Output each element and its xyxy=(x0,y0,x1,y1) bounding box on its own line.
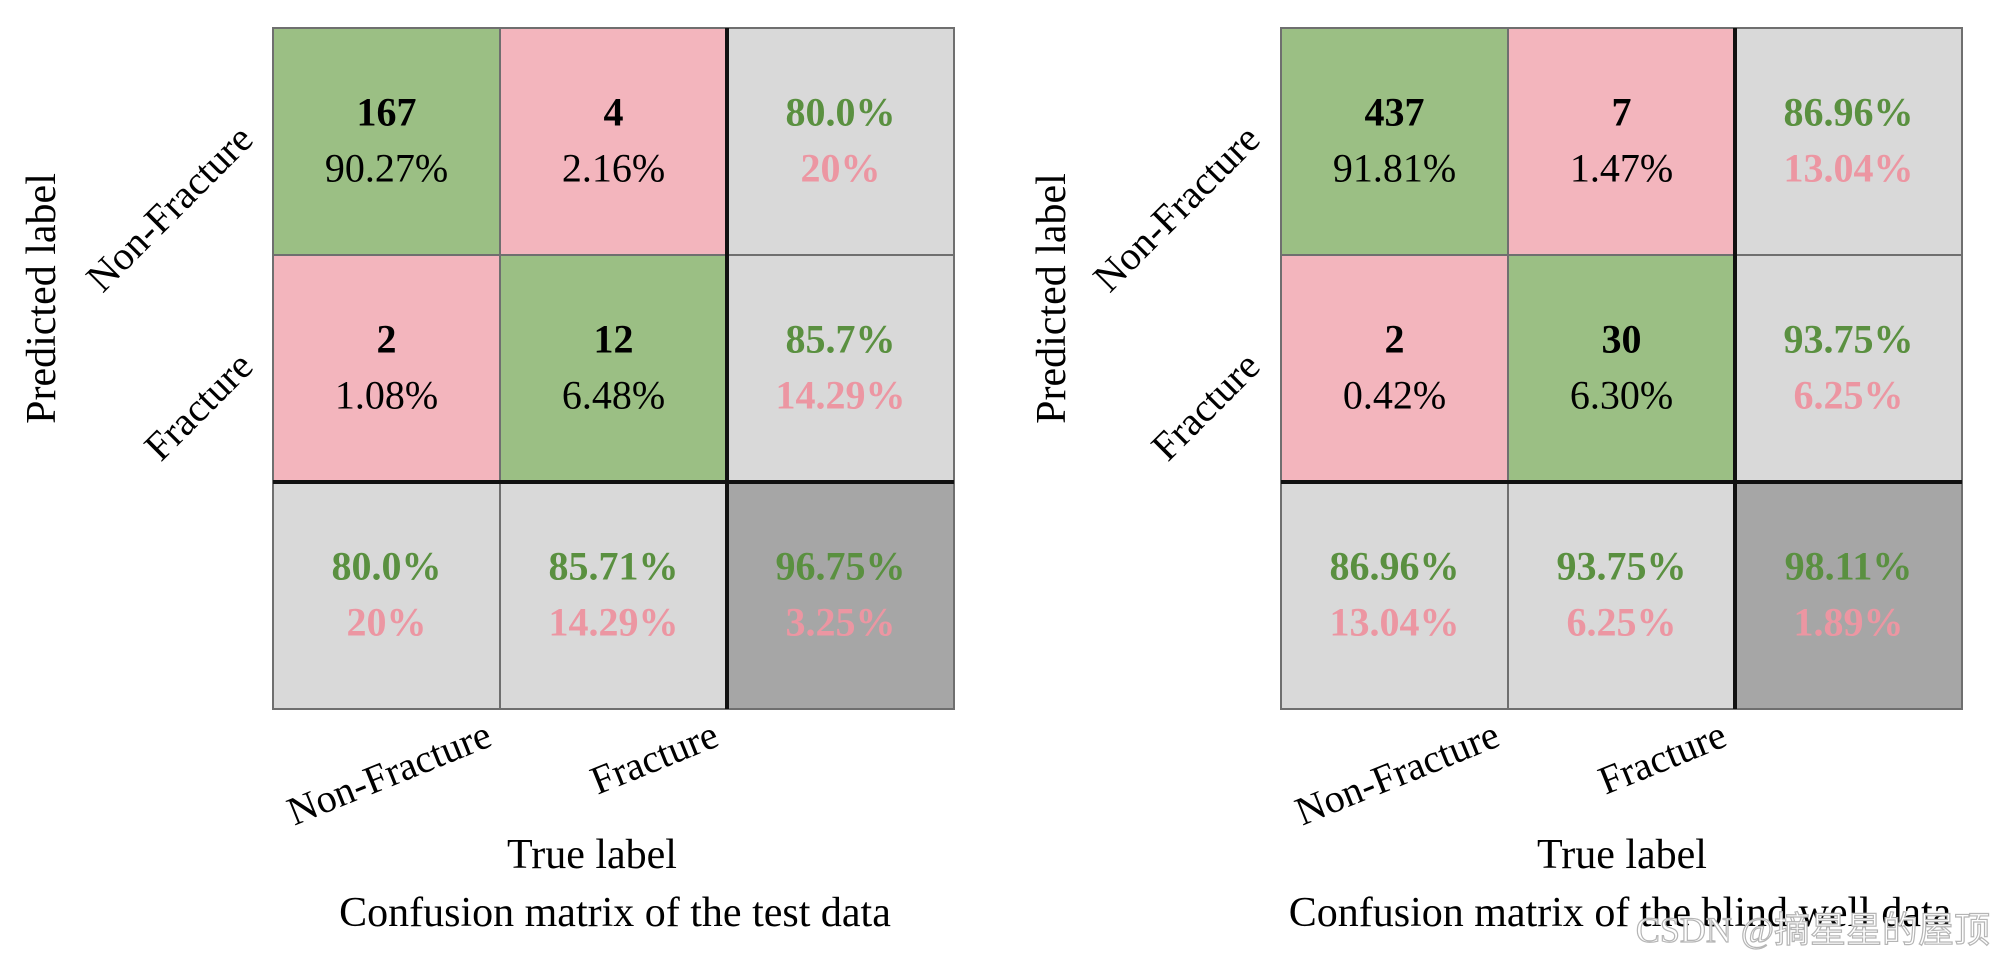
cell-count: 2 xyxy=(1385,317,1405,362)
cell-percentage: 91.81% xyxy=(1333,146,1456,191)
row-summary-error-rate: 20% xyxy=(801,146,881,191)
overall-accuracy-cell xyxy=(726,481,955,710)
column-summary-error-rate: 6.25% xyxy=(1567,600,1677,645)
watermark: CSDN @摘星星的屋顶 xyxy=(1636,910,1990,950)
column-summary-correct-rate: 80.0% xyxy=(332,544,442,589)
matrix-cell-1-2 xyxy=(1507,27,1736,256)
cell-percentage: 1.08% xyxy=(335,373,438,418)
cell-count: 30 xyxy=(1602,317,1642,362)
column-summary-error-rate: 13.04% xyxy=(1330,600,1460,645)
matrix-cell-2-2 xyxy=(1507,254,1736,483)
row-summary-cell-2 xyxy=(1734,254,1963,483)
x-tick-label: Fracture xyxy=(584,712,724,804)
y-tick-label: Non-Fracture xyxy=(1084,116,1268,300)
row-summary-correct-rate: 86.96% xyxy=(1784,90,1914,135)
cell-percentage: 1.47% xyxy=(1570,146,1673,191)
column-summary-error-rate: 14.29% xyxy=(549,600,679,645)
overall-error-rate: 3.25% xyxy=(786,600,896,645)
x-tick-label: Non-Fracture xyxy=(1289,712,1506,834)
confusion-matrix-panel-1: 167 90.27% 4 2.16% 2 1.08% 12 6.48% 80.0% 20% 85.7… xyxy=(19,27,955,936)
cell-percentage: 2.16% xyxy=(562,146,665,191)
y-axis-label: Predicted label xyxy=(19,173,65,424)
x-axis-label: True label xyxy=(507,832,677,878)
column-summary-cell-2 xyxy=(1507,481,1736,710)
overall-accuracy-cell xyxy=(1734,481,1963,710)
overall-correct-rate: 98.11% xyxy=(1785,544,1913,589)
row-summary-cell-1 xyxy=(1734,27,1963,256)
matrix-cell-2-2 xyxy=(499,254,728,483)
y-tick-label: Fracture xyxy=(135,343,261,469)
row-summary-error-rate: 6.25% xyxy=(1794,373,1904,418)
column-summary-error-rate: 20% xyxy=(347,600,427,645)
y-axis-label: Predicted label xyxy=(1029,173,1075,424)
matrix-cell-2-1 xyxy=(1280,254,1509,483)
cell-count: 437 xyxy=(1365,90,1425,135)
row-summary-cell-1 xyxy=(726,27,955,256)
row-summary-correct-rate: 93.75% xyxy=(1784,317,1914,362)
column-summary-correct-rate: 85.71% xyxy=(549,544,679,589)
matrix-cell-1-1 xyxy=(1280,27,1509,256)
column-summary-cell-2 xyxy=(499,481,728,710)
cell-percentage: 6.48% xyxy=(562,373,665,418)
cell-count: 2 xyxy=(377,317,397,362)
column-summary-correct-rate: 86.96% xyxy=(1330,544,1460,589)
row-summary-error-rate: 13.04% xyxy=(1784,146,1914,191)
confusion-matrix-panel-2: 437 91.81% 7 1.47% 2 0.42% 30 6.30% 86.96% 13.04%… xyxy=(1029,27,1963,936)
matrix-cell-1-1 xyxy=(272,27,501,256)
cell-count: 7 xyxy=(1612,90,1632,135)
cell-count: 12 xyxy=(594,317,634,362)
column-summary-correct-rate: 93.75% xyxy=(1557,544,1687,589)
cell-percentage: 0.42% xyxy=(1343,373,1446,418)
y-tick-label: Non-Fracture xyxy=(77,116,261,300)
overall-correct-rate: 96.75% xyxy=(776,544,906,589)
x-tick-label: Non-Fracture xyxy=(281,712,498,834)
cell-percentage: 90.27% xyxy=(325,146,448,191)
x-axis-label: True label xyxy=(1537,832,1707,878)
row-summary-correct-rate: 85.7% xyxy=(786,317,896,362)
cell-count: 167 xyxy=(357,90,417,135)
row-summary-correct-rate: 80.0% xyxy=(786,90,896,135)
y-tick-label: Fracture xyxy=(1142,343,1268,469)
overall-error-rate: 1.89% xyxy=(1794,600,1904,645)
x-tick-label: Fracture xyxy=(1592,712,1732,804)
column-summary-cell-1 xyxy=(1280,481,1509,710)
row-summary-error-rate: 14.29% xyxy=(776,373,906,418)
chart-title: Confusion matrix of the blind well data xyxy=(1289,890,1952,936)
column-summary-cell-1 xyxy=(272,481,501,710)
row-summary-cell-2 xyxy=(726,254,955,483)
cell-percentage: 6.30% xyxy=(1570,373,1673,418)
cell-count: 4 xyxy=(604,90,624,135)
chart-title: Confusion matrix of the test data xyxy=(339,890,891,936)
matrix-cell-1-2 xyxy=(499,27,728,256)
matrix-cell-2-1 xyxy=(272,254,501,483)
